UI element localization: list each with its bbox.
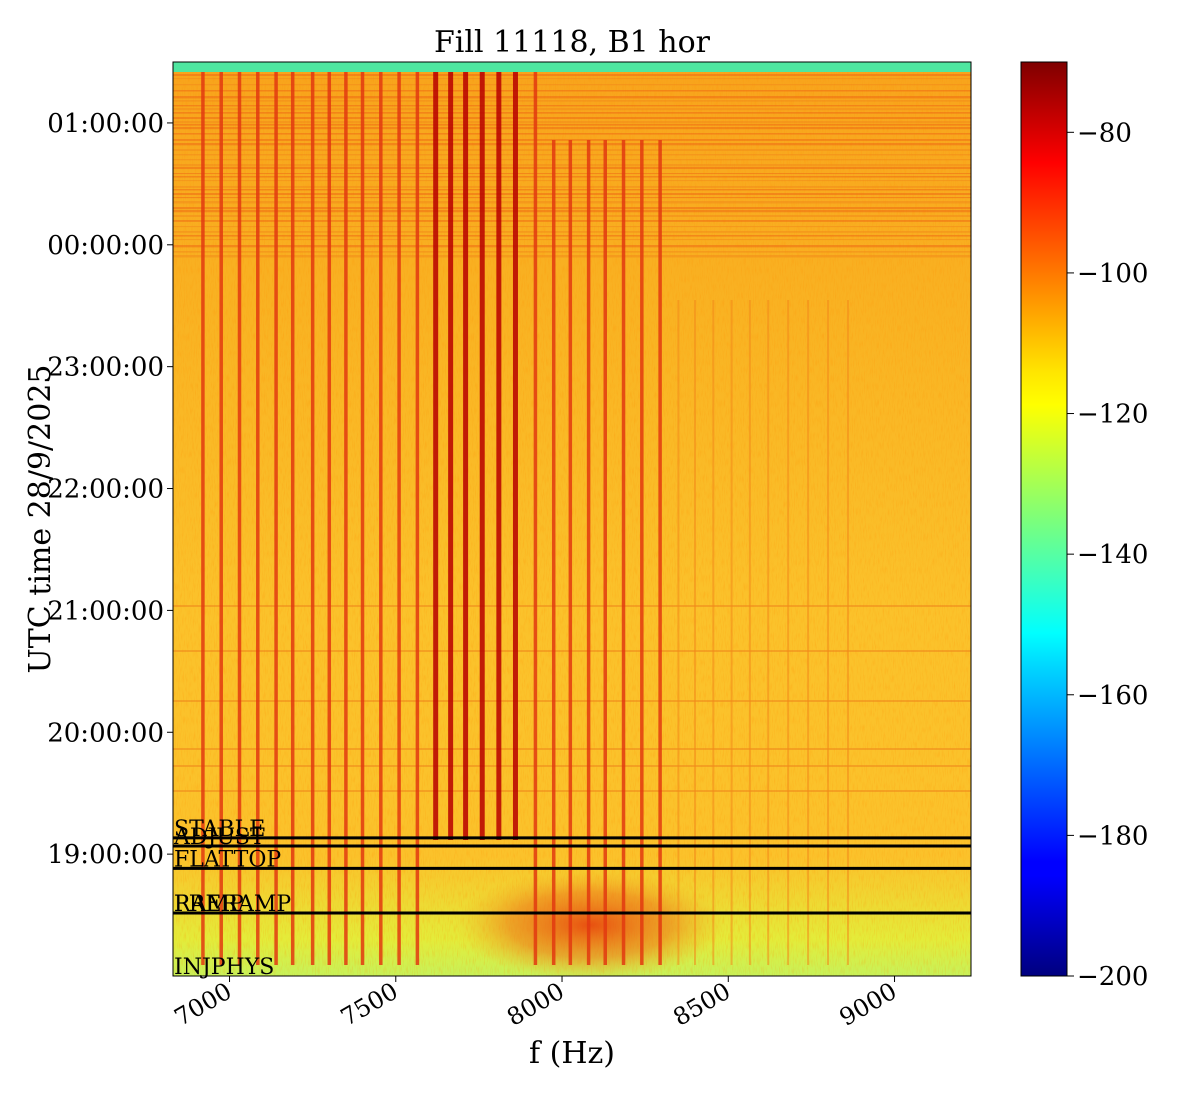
y-tick-label: 01:00:00 xyxy=(47,109,164,139)
time-band xyxy=(173,108,971,111)
time-band xyxy=(173,127,971,130)
y-tick-label: 21:00:00 xyxy=(47,596,164,626)
heatmap-top-edge xyxy=(173,62,971,72)
x-tick-label: 7500 xyxy=(336,977,403,1032)
colorbar: −200 −180 −160 −140 −120 −100 −80 xyxy=(1020,61,1148,992)
time-band xyxy=(173,112,971,114)
time-band xyxy=(173,74,971,76)
plot-frame xyxy=(172,61,972,977)
colorbar-tick-label: −100 xyxy=(1077,259,1148,289)
colorbar-tick-label: −80 xyxy=(1077,118,1132,148)
colorbar-tick-label: −140 xyxy=(1077,540,1148,570)
time-band xyxy=(173,100,971,102)
time-band xyxy=(173,121,971,124)
y-tick-label: 23:00:00 xyxy=(47,353,164,383)
time-band xyxy=(173,84,971,86)
colorbar-tick-label: −180 xyxy=(1077,821,1148,851)
y-axis-label: UTC time 28/9/2025 xyxy=(23,365,58,674)
time-band xyxy=(173,117,971,119)
colorbar-tick-label: −200 xyxy=(1077,962,1148,992)
mode-marker-label: ADJUST xyxy=(173,825,265,850)
colorbar-gradient xyxy=(1020,61,1068,977)
time-band xyxy=(173,96,971,99)
time-band xyxy=(173,124,971,126)
mode-marker-label: STABLE xyxy=(174,817,265,842)
colorbar-tick-label: −120 xyxy=(1077,400,1148,430)
time-band xyxy=(173,139,971,141)
colorbar-tick-label: −160 xyxy=(1077,681,1148,711)
mode-marker-label: RAMP xyxy=(174,892,244,917)
mode-marker-label: FLATTOP xyxy=(174,847,281,872)
x-tick-label: 8500 xyxy=(668,977,735,1032)
x-tick-label: 9000 xyxy=(835,977,902,1032)
time-band xyxy=(173,133,971,135)
x-tick-label: 8000 xyxy=(502,977,569,1032)
mode-marker-label: PRERAMP xyxy=(174,892,291,917)
y-tick-label: 22:00:00 xyxy=(47,475,164,505)
chart-title: Fill 11118, B1 hor xyxy=(434,25,711,60)
x-axis-label: f (Hz) xyxy=(529,1036,615,1071)
x-tick-label: 7000 xyxy=(170,977,237,1032)
y-tick-label: 20:00:00 xyxy=(47,718,164,748)
y-tick-label: 00:00:00 xyxy=(47,231,164,261)
y-tick-label: 19:00:00 xyxy=(47,840,164,870)
colorbar-ticks: −200 −180 −160 −140 −120 −100 −80 xyxy=(1067,118,1148,992)
time-band xyxy=(173,105,971,107)
time-band xyxy=(173,78,971,80)
time-band xyxy=(173,90,971,92)
spectral-lines xyxy=(201,72,849,965)
x-axis: 7000 7500 8000 8500 9000 xyxy=(170,976,902,1032)
y-axis: 19:00:00 20:00:00 21:00:00 22:00:00 23:00:00… xyxy=(47,109,173,870)
